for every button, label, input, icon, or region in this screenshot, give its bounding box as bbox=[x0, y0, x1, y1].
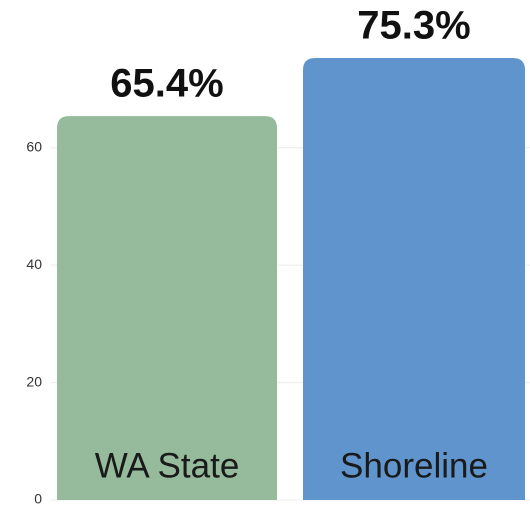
y-tick-label: 60 bbox=[26, 138, 42, 154]
y-tick-label: 20 bbox=[26, 373, 42, 389]
x-tick-label: Shoreline bbox=[340, 446, 488, 485]
x-tick-label: WA State bbox=[95, 446, 240, 485]
value-label: 65.4% bbox=[110, 62, 223, 106]
y-tick-label: 0 bbox=[34, 491, 42, 507]
value-label: 75.3% bbox=[357, 4, 470, 48]
bar bbox=[303, 57, 525, 501]
y-tick-label: 40 bbox=[26, 256, 42, 272]
bar bbox=[57, 116, 277, 500]
